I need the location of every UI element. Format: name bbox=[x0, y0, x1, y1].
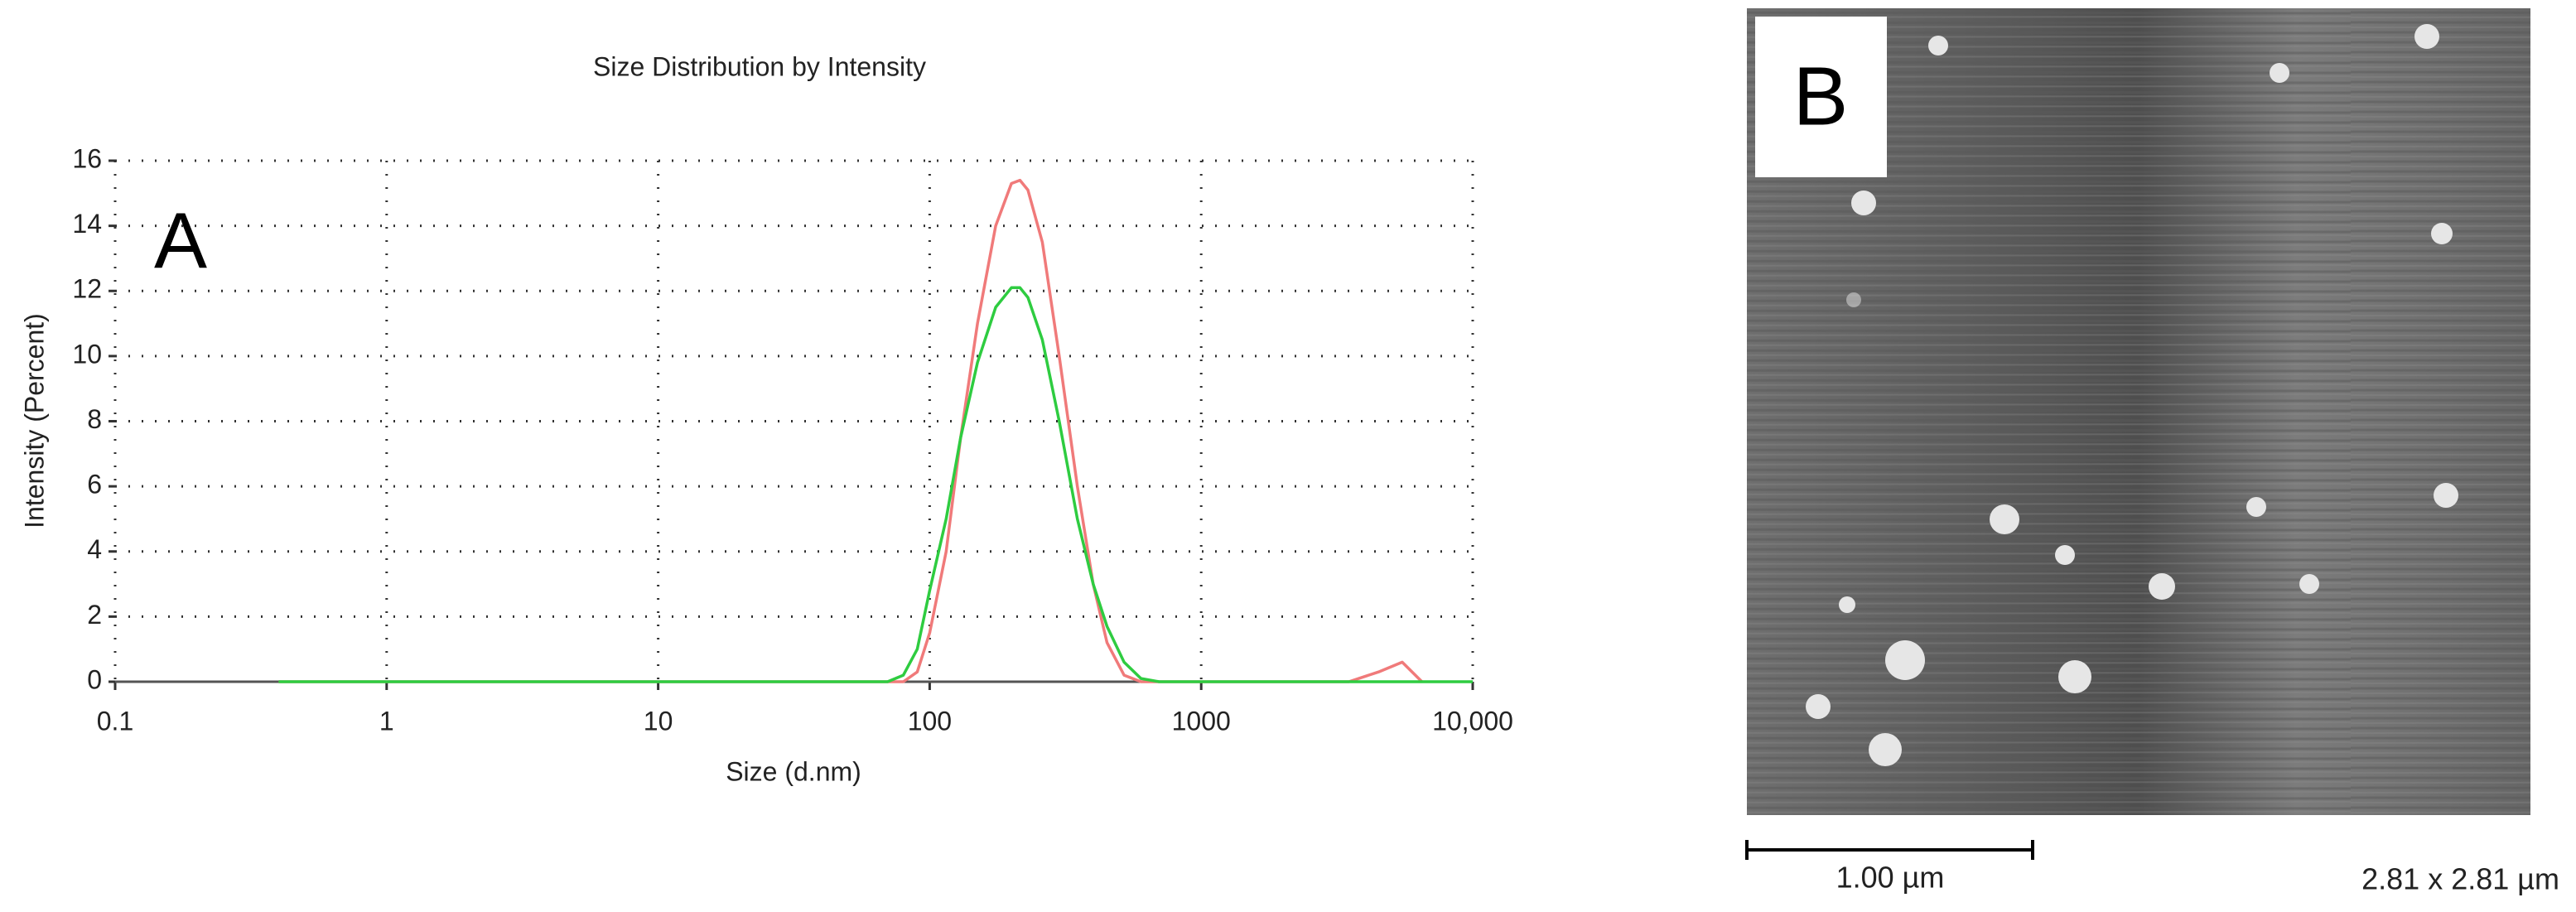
y-tick-label: 2 bbox=[87, 600, 102, 630]
y-tick-label: 8 bbox=[87, 404, 102, 434]
panel-label: B bbox=[1793, 50, 1849, 142]
series-line bbox=[278, 286, 1473, 683]
scale-bar-label: 1.00 µm bbox=[1836, 861, 1945, 895]
y-tick-label: 6 bbox=[87, 470, 102, 499]
x-tick-label: 10,000 bbox=[1432, 706, 1513, 736]
y-tick-label: 12 bbox=[72, 274, 102, 304]
x-tick-label: 0.1 bbox=[97, 706, 133, 736]
afm-image bbox=[1747, 8, 2530, 815]
y-axis-label: Intensity (Percent) bbox=[19, 313, 49, 528]
x-tick-label: 10 bbox=[644, 706, 673, 736]
chart-title: Size Distribution by Intensity bbox=[593, 51, 926, 81]
label-box bbox=[1755, 17, 1887, 177]
x-axis-label: Size (d.nm) bbox=[726, 756, 861, 786]
x-tick-label: 1000 bbox=[1172, 706, 1231, 736]
y-tick-label: 4 bbox=[87, 534, 102, 564]
y-tick-label: 16 bbox=[72, 143, 102, 173]
particles bbox=[1806, 24, 2458, 766]
x-tick-label: 100 bbox=[908, 706, 952, 736]
x-tick-label: 1 bbox=[379, 706, 394, 736]
series-line bbox=[278, 178, 1423, 683]
y-tick-label: 0 bbox=[87, 664, 102, 694]
plot-area: 0 2 4 6 8 10 12 14 16 0.1 1 10 100 1000 10,000 bbox=[72, 143, 1513, 736]
y-tick-label: 14 bbox=[72, 209, 102, 239]
y-tick-label: 10 bbox=[72, 339, 102, 369]
image-size: 2.81 x 2.81 µm bbox=[2361, 862, 2559, 896]
panel-label: A bbox=[154, 196, 207, 285]
scale-bar bbox=[1745, 840, 2034, 860]
